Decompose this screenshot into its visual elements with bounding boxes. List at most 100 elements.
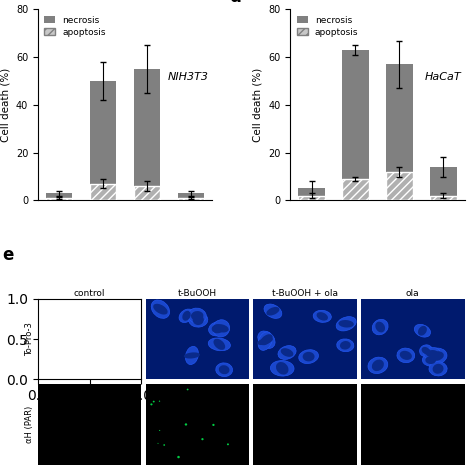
Text: HaCaT: HaCaT [424, 72, 461, 82]
Ellipse shape [219, 365, 229, 374]
Bar [134, 186, 160, 201]
Bar [178, 198, 204, 201]
Ellipse shape [69, 302, 90, 317]
Ellipse shape [227, 443, 229, 445]
Ellipse shape [113, 353, 121, 362]
Ellipse shape [303, 352, 315, 361]
Text: NIH3T3: NIH3T3 [168, 72, 209, 82]
Y-axis label: To-Pro-3: To-Pro-3 [25, 322, 34, 356]
Ellipse shape [69, 359, 78, 371]
Bar [342, 50, 369, 201]
Ellipse shape [151, 300, 170, 319]
Ellipse shape [79, 347, 89, 358]
Ellipse shape [185, 346, 199, 365]
Ellipse shape [400, 351, 412, 360]
Ellipse shape [85, 355, 102, 364]
Ellipse shape [177, 456, 180, 458]
Bar [90, 81, 116, 201]
Ellipse shape [189, 312, 208, 327]
Legend: necrosis, apoptosis: necrosis, apoptosis [295, 14, 360, 38]
Ellipse shape [179, 309, 194, 322]
Ellipse shape [424, 347, 440, 359]
Ellipse shape [338, 320, 354, 328]
Ellipse shape [397, 348, 415, 363]
Bar [298, 189, 325, 201]
Ellipse shape [150, 403, 153, 405]
Bar [386, 172, 413, 201]
Bar [342, 179, 369, 201]
Ellipse shape [78, 314, 94, 327]
Ellipse shape [429, 351, 444, 361]
Ellipse shape [93, 356, 104, 365]
Ellipse shape [159, 401, 160, 402]
Ellipse shape [372, 319, 388, 335]
Ellipse shape [188, 308, 206, 323]
Ellipse shape [317, 312, 328, 320]
Ellipse shape [80, 317, 92, 325]
Ellipse shape [191, 311, 203, 320]
Legend: necrosis, apoptosis: necrosis, apoptosis [43, 14, 108, 38]
Ellipse shape [185, 423, 187, 426]
Ellipse shape [82, 352, 106, 367]
Ellipse shape [42, 306, 60, 319]
Ellipse shape [422, 354, 439, 366]
Ellipse shape [260, 334, 273, 345]
Ellipse shape [375, 322, 385, 332]
Ellipse shape [313, 310, 331, 322]
Title: control: control [74, 289, 105, 298]
Ellipse shape [258, 332, 272, 350]
Ellipse shape [216, 363, 233, 376]
Title: ola: ola [406, 289, 419, 298]
Bar [46, 198, 72, 201]
Ellipse shape [182, 311, 191, 321]
Ellipse shape [192, 315, 204, 325]
Y-axis label: Cell death (%): Cell death (%) [0, 68, 10, 142]
Bar [134, 69, 160, 201]
Ellipse shape [208, 338, 230, 351]
Ellipse shape [213, 320, 229, 337]
Ellipse shape [336, 317, 356, 331]
Title: t-BuOOH + ola: t-BuOOH + ola [272, 289, 338, 298]
Ellipse shape [91, 353, 106, 368]
Ellipse shape [264, 304, 282, 319]
Ellipse shape [368, 357, 388, 374]
Bar [90, 183, 116, 201]
Bar [178, 193, 204, 201]
Ellipse shape [340, 341, 351, 349]
Ellipse shape [63, 358, 84, 372]
Ellipse shape [281, 348, 293, 357]
Ellipse shape [201, 438, 204, 440]
Ellipse shape [266, 307, 280, 316]
Ellipse shape [164, 444, 165, 446]
Ellipse shape [46, 311, 60, 319]
Ellipse shape [72, 305, 87, 314]
Bar [386, 64, 413, 201]
Bar [46, 193, 72, 201]
Ellipse shape [43, 308, 64, 322]
Ellipse shape [258, 331, 275, 348]
Ellipse shape [299, 350, 319, 364]
Text: e: e [2, 246, 14, 264]
Bar [430, 196, 456, 201]
Ellipse shape [153, 401, 155, 402]
Ellipse shape [418, 326, 427, 336]
Ellipse shape [76, 345, 92, 360]
Ellipse shape [153, 304, 168, 315]
Ellipse shape [433, 364, 444, 374]
Ellipse shape [429, 362, 447, 376]
Ellipse shape [337, 339, 354, 352]
Ellipse shape [213, 339, 225, 350]
Ellipse shape [214, 324, 228, 333]
Ellipse shape [278, 346, 296, 359]
Ellipse shape [419, 345, 432, 356]
Y-axis label: αH (PAR): αH (PAR) [25, 405, 34, 443]
Ellipse shape [212, 424, 215, 426]
Title: t-BuOOH: t-BuOOH [178, 289, 217, 298]
Text: d: d [229, 0, 241, 6]
Y-axis label: Cell death (%): Cell death (%) [253, 68, 263, 142]
Ellipse shape [422, 347, 430, 355]
Ellipse shape [187, 389, 189, 391]
Ellipse shape [212, 324, 223, 333]
Ellipse shape [426, 348, 447, 364]
Ellipse shape [157, 443, 158, 444]
